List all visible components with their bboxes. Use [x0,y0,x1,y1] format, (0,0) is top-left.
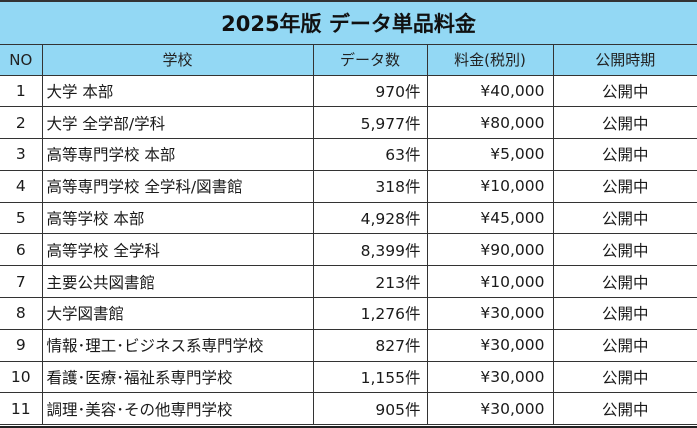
column-header-status: 公開時期 [552,44,697,76]
row-price: ¥90,000 [426,233,553,267]
row-price: ¥40,000 [426,75,553,108]
row-count: 63件 [312,138,427,171]
table-row: 3 高等専門学校 本部 63件 ¥5,000 公開中 [0,138,697,171]
row-count: 827件 [312,329,427,362]
row-no: 2 [0,106,42,140]
table-title: 2025年版 データ単品料金 [0,2,697,45]
row-status: 公開中 [552,106,697,140]
table-row: 11 調理･美容･その他専門学校 905件 ¥30,000 公開中 [0,392,697,426]
title-row: 2025年版 データ単品料金 [0,2,697,45]
row-status: 公開中 [552,297,697,330]
row-school: 高等学校 本部 [41,202,313,235]
row-price: ¥30,000 [426,329,553,362]
row-school: 大学 全学部/学科 [41,106,313,140]
row-no: 1 [0,75,42,108]
row-status: 公開中 [552,329,697,362]
row-school: 主要公共図書館 [41,265,313,299]
table-row: 7 主要公共図書館 213件 ¥10,000 公開中 [0,265,697,299]
row-no: 9 [0,329,42,362]
row-no: 6 [0,233,42,267]
row-status: 公開中 [552,170,697,203]
table-row: 9 情報･理工･ビジネス系専門学校 827件 ¥30,000 公開中 [0,329,697,362]
table-row: 6 高等学校 全学科 8,399件 ¥90,000 公開中 [0,233,697,267]
row-count: 5,977件 [312,106,427,140]
row-status: 公開中 [552,265,697,299]
row-school: 高等学校 全学科 [41,233,313,267]
row-status: 公開中 [552,202,697,235]
row-price: ¥30,000 [426,392,553,426]
row-school: 高等専門学校 全学科/図書館 [41,170,313,203]
row-price: ¥45,000 [426,202,553,235]
row-status: 公開中 [552,361,697,394]
header-row: NO 学校 データ数 料金(税別) 公開時期 [0,44,697,76]
row-status: 公開中 [552,138,697,171]
row-no: 4 [0,170,42,203]
row-count: 970件 [312,75,427,108]
row-count: 213件 [312,265,427,299]
table-row: 8 大学図書館 1,276件 ¥30,000 公開中 [0,297,697,330]
row-no: 11 [0,392,42,426]
row-school: 調理･美容･その他専門学校 [41,392,313,426]
row-price: ¥30,000 [426,361,553,394]
row-price: ¥10,000 [426,265,553,299]
row-no: 5 [0,202,42,235]
row-status: 公開中 [552,75,697,108]
table-row: 2 大学 全学部/学科 5,977件 ¥80,000 公開中 [0,106,697,140]
row-no: 8 [0,297,42,330]
row-price: ¥5,000 [426,138,553,171]
row-count: 1,276件 [312,297,427,330]
column-header-no: NO [0,44,42,76]
row-status: 公開中 [552,392,697,426]
row-price: ¥10,000 [426,170,553,203]
column-header-school: 学校 [41,44,313,76]
row-no: 10 [0,361,42,394]
row-price: ¥30,000 [426,297,553,330]
row-no: 3 [0,138,42,171]
table-row: 5 高等学校 本部 4,928件 ¥45,000 公開中 [0,202,697,235]
row-school: 大学 本部 [41,75,313,108]
table-row: 10 看護･医療･福祉系専門学校 1,155件 ¥30,000 公開中 [0,361,697,394]
table-row: 1 大学 本部 970件 ¥40,000 公開中 [0,75,697,108]
row-count: 4,928件 [312,202,427,235]
row-school: 情報･理工･ビジネス系専門学校 [41,329,313,362]
row-no: 7 [0,265,42,299]
row-count: 1,155件 [312,361,427,394]
column-header-count: データ数 [312,44,427,76]
row-count: 318件 [312,170,427,203]
row-count: 8,399件 [312,233,427,267]
row-school: 大学図書館 [41,297,313,330]
row-count: 905件 [312,392,427,426]
row-price: ¥80,000 [426,106,553,140]
column-header-price: 料金(税別) [426,44,553,76]
row-school: 看護･医療･福祉系専門学校 [41,361,313,394]
row-school: 高等専門学校 本部 [41,138,313,171]
row-status: 公開中 [552,233,697,267]
table-row: 4 高等専門学校 全学科/図書館 318件 ¥10,000 公開中 [0,170,697,203]
